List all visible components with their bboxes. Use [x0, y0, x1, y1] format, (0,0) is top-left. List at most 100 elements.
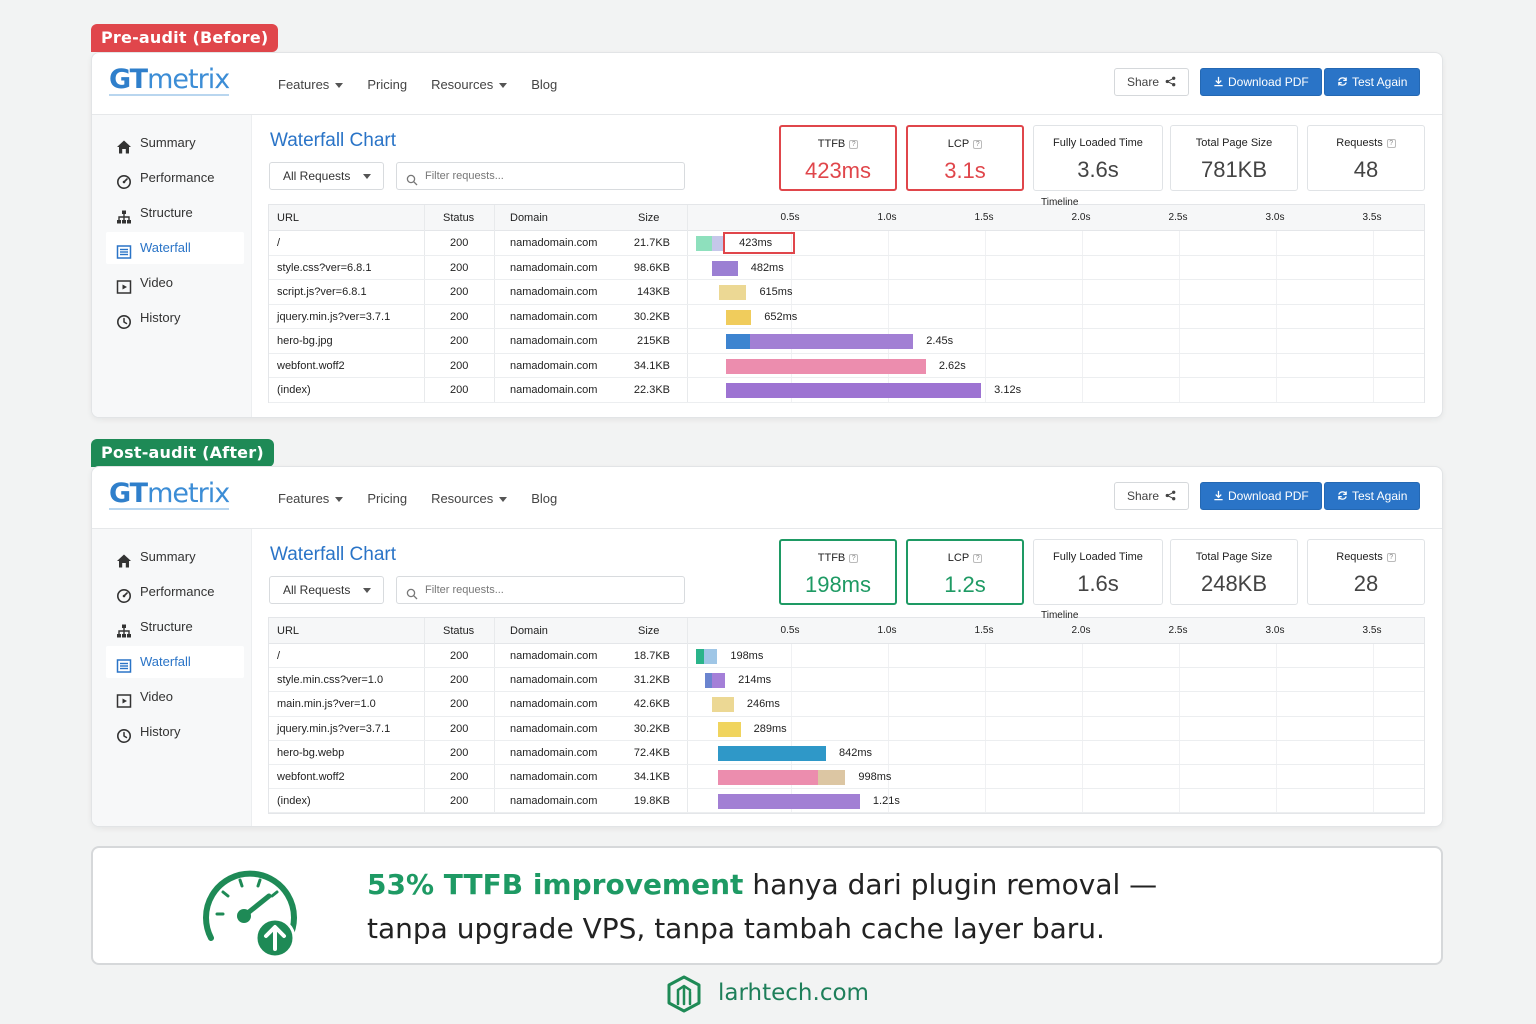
timing-bar[interactable] — [696, 649, 704, 664]
timeline-tick: 0.5s — [780, 212, 800, 223]
timing-bar[interactable] — [718, 770, 819, 785]
filter-input[interactable]: Filter requests... — [396, 576, 685, 604]
sidebar-item-structure[interactable]: Structure — [106, 197, 244, 229]
search-icon — [406, 584, 418, 600]
sidebar-item-summary[interactable]: Summary — [106, 127, 244, 159]
table-row[interactable]: main.min.js?ver=1.0 200 namadomain.com 42.6… — [269, 692, 1424, 717]
gtmetrix-logo[interactable]: GTmetrix — [109, 480, 230, 510]
help-icon[interactable]: ? — [1386, 139, 1396, 148]
timeline-tick: 3.0s — [1265, 625, 1285, 636]
sidebar-item-waterfall[interactable]: Waterfall — [106, 646, 244, 678]
sidebar-item-video[interactable]: Video — [106, 681, 244, 713]
timeline-tick: 2.0s — [1071, 212, 1091, 223]
page-title: Waterfall Chart — [270, 544, 396, 565]
nav-pricing[interactable]: Pricing — [367, 77, 407, 92]
table-row[interactable]: / 200 namadomain.com 21.7KB 423ms — [269, 231, 1424, 256]
timing-bar[interactable] — [726, 334, 751, 349]
timing-bar[interactable] — [711, 236, 726, 251]
requests-select[interactable]: All Requests — [269, 576, 384, 604]
metric-label-text: TTFB — [817, 138, 846, 150]
timing-bar[interactable] — [718, 794, 860, 810]
sidebar-item-waterfall[interactable]: Waterfall — [106, 232, 244, 264]
table-row[interactable]: jquery.min.js?ver=3.7.1 200 namadomain.com… — [269, 305, 1424, 329]
sidebar-item-structure[interactable]: Structure — [106, 611, 244, 643]
col-size: Size — [638, 625, 660, 637]
nav-features[interactable]: Features — [278, 77, 344, 92]
timing-bar[interactable] — [726, 383, 982, 398]
table-row[interactable]: / 200 namadomain.com 18.7KB 198ms — [269, 644, 1424, 669]
table-row[interactable]: webfont.woff2 200 namadomain.com 34.1KB 998m… — [269, 765, 1424, 790]
help-icon[interactable]: ? — [849, 140, 859, 149]
test-again-button[interactable]: Test Again — [1324, 482, 1421, 510]
help-icon[interactable]: ? — [849, 554, 859, 563]
table-row[interactable]: script.js?ver=6.8.1 200 namadomain.com 143K… — [269, 280, 1424, 305]
gtmetrix-logo[interactable]: GTmetrix — [109, 64, 230, 96]
nav-blog[interactable]: Blog — [531, 491, 557, 506]
sidebar-item-video[interactable]: Video — [106, 267, 244, 299]
table-row[interactable]: webfont.woff2 200 namadomain.com 34.1KB 2.62… — [269, 354, 1424, 378]
help-icon[interactable]: ? — [1386, 553, 1396, 562]
nav-resources[interactable]: Resources — [431, 491, 508, 506]
timing-bar[interactable] — [726, 358, 926, 374]
timing-bar[interactable] — [726, 309, 752, 325]
nav-resources[interactable]: Resources — [431, 77, 508, 92]
timing-bar[interactable] — [818, 770, 846, 785]
cell-status: 200 — [450, 674, 469, 687]
footer-site[interactable]: larhtech.com — [718, 980, 869, 1006]
share-button[interactable]: Share — [1114, 68, 1190, 96]
sidebar: Summary Performance Structure Waterfall Vide… — [92, 529, 252, 826]
nav-pricing[interactable]: Pricing — [367, 491, 407, 506]
metric-label-text: LCP — [947, 552, 970, 564]
table-row[interactable]: style.min.css?ver=1.0 200 namadomain.com 31… — [269, 668, 1424, 693]
table-row[interactable]: hero-bg.jpg 200 namadomain.com 215KB 2.45s — [269, 329, 1424, 354]
metric-label-text: TTFB — [817, 552, 846, 564]
col-status: Status — [443, 212, 475, 224]
sidebar-item-summary[interactable]: Summary — [106, 541, 244, 573]
sidebar-item-history[interactable]: History — [106, 302, 244, 334]
share-label: Share — [1127, 489, 1160, 503]
metric-value: 248KB — [1200, 571, 1268, 596]
bar-duration: 246ms — [746, 698, 780, 711]
download-pdf-button[interactable]: Download PDF — [1200, 482, 1322, 510]
sidebar-item-performance[interactable]: Performance — [106, 576, 244, 608]
table-row[interactable]: (index) 200 namadomain.com 19.8KB 1.21s — [269, 789, 1424, 814]
sidebar-item-performance[interactable]: Performance — [106, 162, 244, 194]
timing-bar[interactable] — [704, 673, 713, 689]
logo-metrix: metrix — [147, 64, 230, 95]
metric-lcp: LCP? 3.1s — [906, 125, 1024, 191]
timing-bar[interactable] — [712, 697, 734, 713]
help-icon[interactable]: ? — [973, 554, 983, 563]
timing-bar[interactable] — [703, 649, 718, 664]
timing-bar[interactable] — [696, 236, 712, 251]
download-pdf-button[interactable]: Download PDF — [1200, 68, 1322, 96]
timing-bar[interactable] — [712, 260, 738, 276]
cell-domain: namadomain.com — [510, 795, 598, 808]
nav-blog[interactable]: Blog — [531, 77, 557, 92]
table-row[interactable]: style.css?ver=6.8.1 200 namadomain.com 98.6… — [269, 256, 1424, 280]
timing-bar[interactable] — [718, 721, 741, 737]
table-row[interactable]: jquery.min.js?ver=3.7.1 200 namadomain.com… — [269, 717, 1424, 741]
share-button[interactable]: Share — [1114, 482, 1190, 510]
requests-select[interactable]: All Requests — [269, 162, 384, 190]
sidebar-item-history[interactable]: History — [106, 716, 244, 748]
sidebar-item-label: Waterfall — [140, 654, 191, 669]
cell-status: 200 — [450, 237, 469, 249]
cell-status: 200 — [450, 286, 469, 298]
table-row[interactable]: (index) 200 namadomain.com 22.3KB 3.12s — [269, 378, 1424, 403]
cell-url: style.css?ver=6.8.1 — [277, 261, 372, 274]
filter-input[interactable]: Filter requests... — [396, 162, 685, 190]
timing-bar[interactable] — [712, 673, 726, 689]
test-again-button[interactable]: Test Again — [1324, 68, 1421, 96]
table-row[interactable]: hero-bg.webp 200 namadomain.com 72.4KB 842ms — [269, 741, 1424, 765]
timing-bar[interactable] — [750, 334, 914, 349]
main-nav: Features Pricing Resources Blog — [278, 491, 557, 506]
timing-bar[interactable] — [718, 745, 826, 761]
cell-status: 200 — [450, 384, 469, 396]
nav-features[interactable]: Features — [278, 491, 344, 506]
cell-status: 200 — [450, 359, 469, 372]
cell-url: (index) — [277, 795, 311, 808]
help-icon[interactable]: ? — [973, 140, 983, 149]
column-divider — [424, 205, 425, 402]
top-bar: GTmetrix Features Pricing Resources Blog Shar… — [92, 53, 1442, 115]
timing-bar[interactable] — [719, 285, 747, 300]
